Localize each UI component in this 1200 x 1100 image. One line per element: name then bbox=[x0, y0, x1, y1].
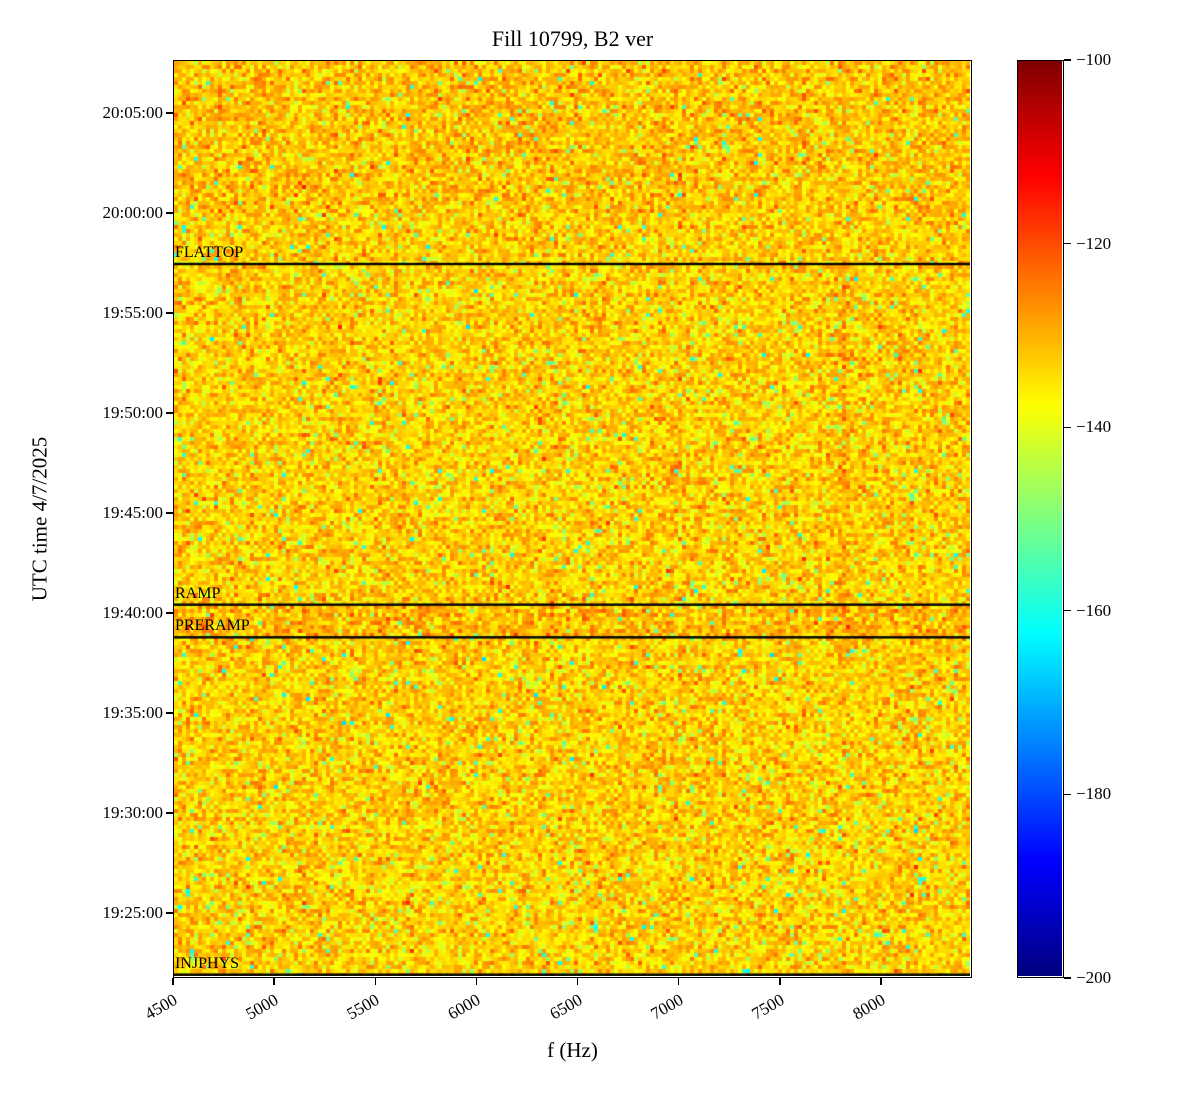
x-tick-mark bbox=[677, 978, 680, 985]
annotation-label-ramp: RAMP bbox=[175, 584, 221, 602]
y-tick-label: 20:05:00 bbox=[102, 103, 163, 122]
x-tick-label: 7500 bbox=[748, 990, 788, 1024]
colorbar-tick-mark bbox=[1064, 59, 1071, 61]
x-tick-mark bbox=[374, 978, 376, 985]
y-tick-mark bbox=[166, 712, 173, 714]
y-tick-mark bbox=[166, 812, 173, 814]
y-tick-mark bbox=[166, 612, 173, 614]
colorbar-tick-mark bbox=[1064, 610, 1071, 612]
colorbar-tick-label: −100 bbox=[1076, 50, 1112, 69]
heatmap-plot-area bbox=[173, 60, 972, 978]
x-tick-label: 4500 bbox=[141, 990, 181, 1024]
colorbar-tick-mark bbox=[1064, 977, 1071, 979]
x-tick-label: 7000 bbox=[647, 990, 687, 1024]
x-tick-mark bbox=[172, 978, 174, 985]
y-tick-label: 19:40:00 bbox=[102, 603, 163, 622]
y-tick-mark bbox=[166, 112, 173, 114]
y-tick-mark bbox=[166, 512, 173, 514]
y-tick-mark bbox=[166, 312, 173, 314]
x-tick-label: 5500 bbox=[343, 990, 383, 1024]
colorbar-tick-label: −200 bbox=[1076, 968, 1112, 987]
x-tick-label: 8000 bbox=[849, 990, 889, 1024]
colorbar-canvas bbox=[1018, 61, 1062, 976]
x-tick-mark bbox=[475, 978, 478, 985]
y-tick-mark bbox=[166, 912, 173, 914]
annotation-label-preramp: PRERAMP bbox=[175, 617, 250, 635]
colorbar bbox=[1017, 60, 1064, 978]
colorbar-tick-mark bbox=[1064, 242, 1071, 245]
y-tick-label: 20:00:00 bbox=[102, 203, 163, 222]
colorbar-tick-mark bbox=[1064, 793, 1071, 796]
x-tick-label: 5000 bbox=[242, 990, 282, 1024]
colorbar-tick-label: −120 bbox=[1076, 233, 1112, 253]
y-tick-label: 19:25:00 bbox=[102, 903, 163, 922]
y-tick-mark bbox=[166, 412, 173, 414]
x-axis-label: f (Hz) bbox=[547, 1038, 598, 1062]
x-tick-mark bbox=[880, 978, 882, 985]
annotation-label-flattop: FLATTOP bbox=[175, 244, 244, 261]
y-tick-label: 19:35:00 bbox=[102, 703, 163, 722]
y-tick-label: 19:45:00 bbox=[102, 503, 163, 522]
chart-title: Fill 10799, B2 ver bbox=[491, 26, 654, 51]
colorbar-tick-label: −160 bbox=[1076, 600, 1112, 620]
y-tick-label: 19:30:00 bbox=[102, 803, 163, 822]
colorbar-tick-label: −180 bbox=[1076, 784, 1112, 804]
colorbar-tick-mark bbox=[1064, 426, 1071, 428]
annotation-label-injphys: INJPHYS bbox=[175, 954, 240, 972]
x-tick-label: 6500 bbox=[546, 990, 586, 1024]
y-tick-label: 19:50:00 bbox=[102, 403, 163, 422]
y-tick-label: 19:55:00 bbox=[102, 303, 163, 322]
colorbar-tick-label: −140 bbox=[1076, 417, 1112, 437]
x-tick-label: 6000 bbox=[444, 990, 484, 1024]
x-tick-mark bbox=[779, 978, 781, 985]
x-tick-mark bbox=[273, 978, 275, 985]
spectrogram-canvas bbox=[174, 61, 970, 976]
y-tick-mark bbox=[166, 212, 173, 214]
x-tick-mark bbox=[576, 978, 579, 985]
